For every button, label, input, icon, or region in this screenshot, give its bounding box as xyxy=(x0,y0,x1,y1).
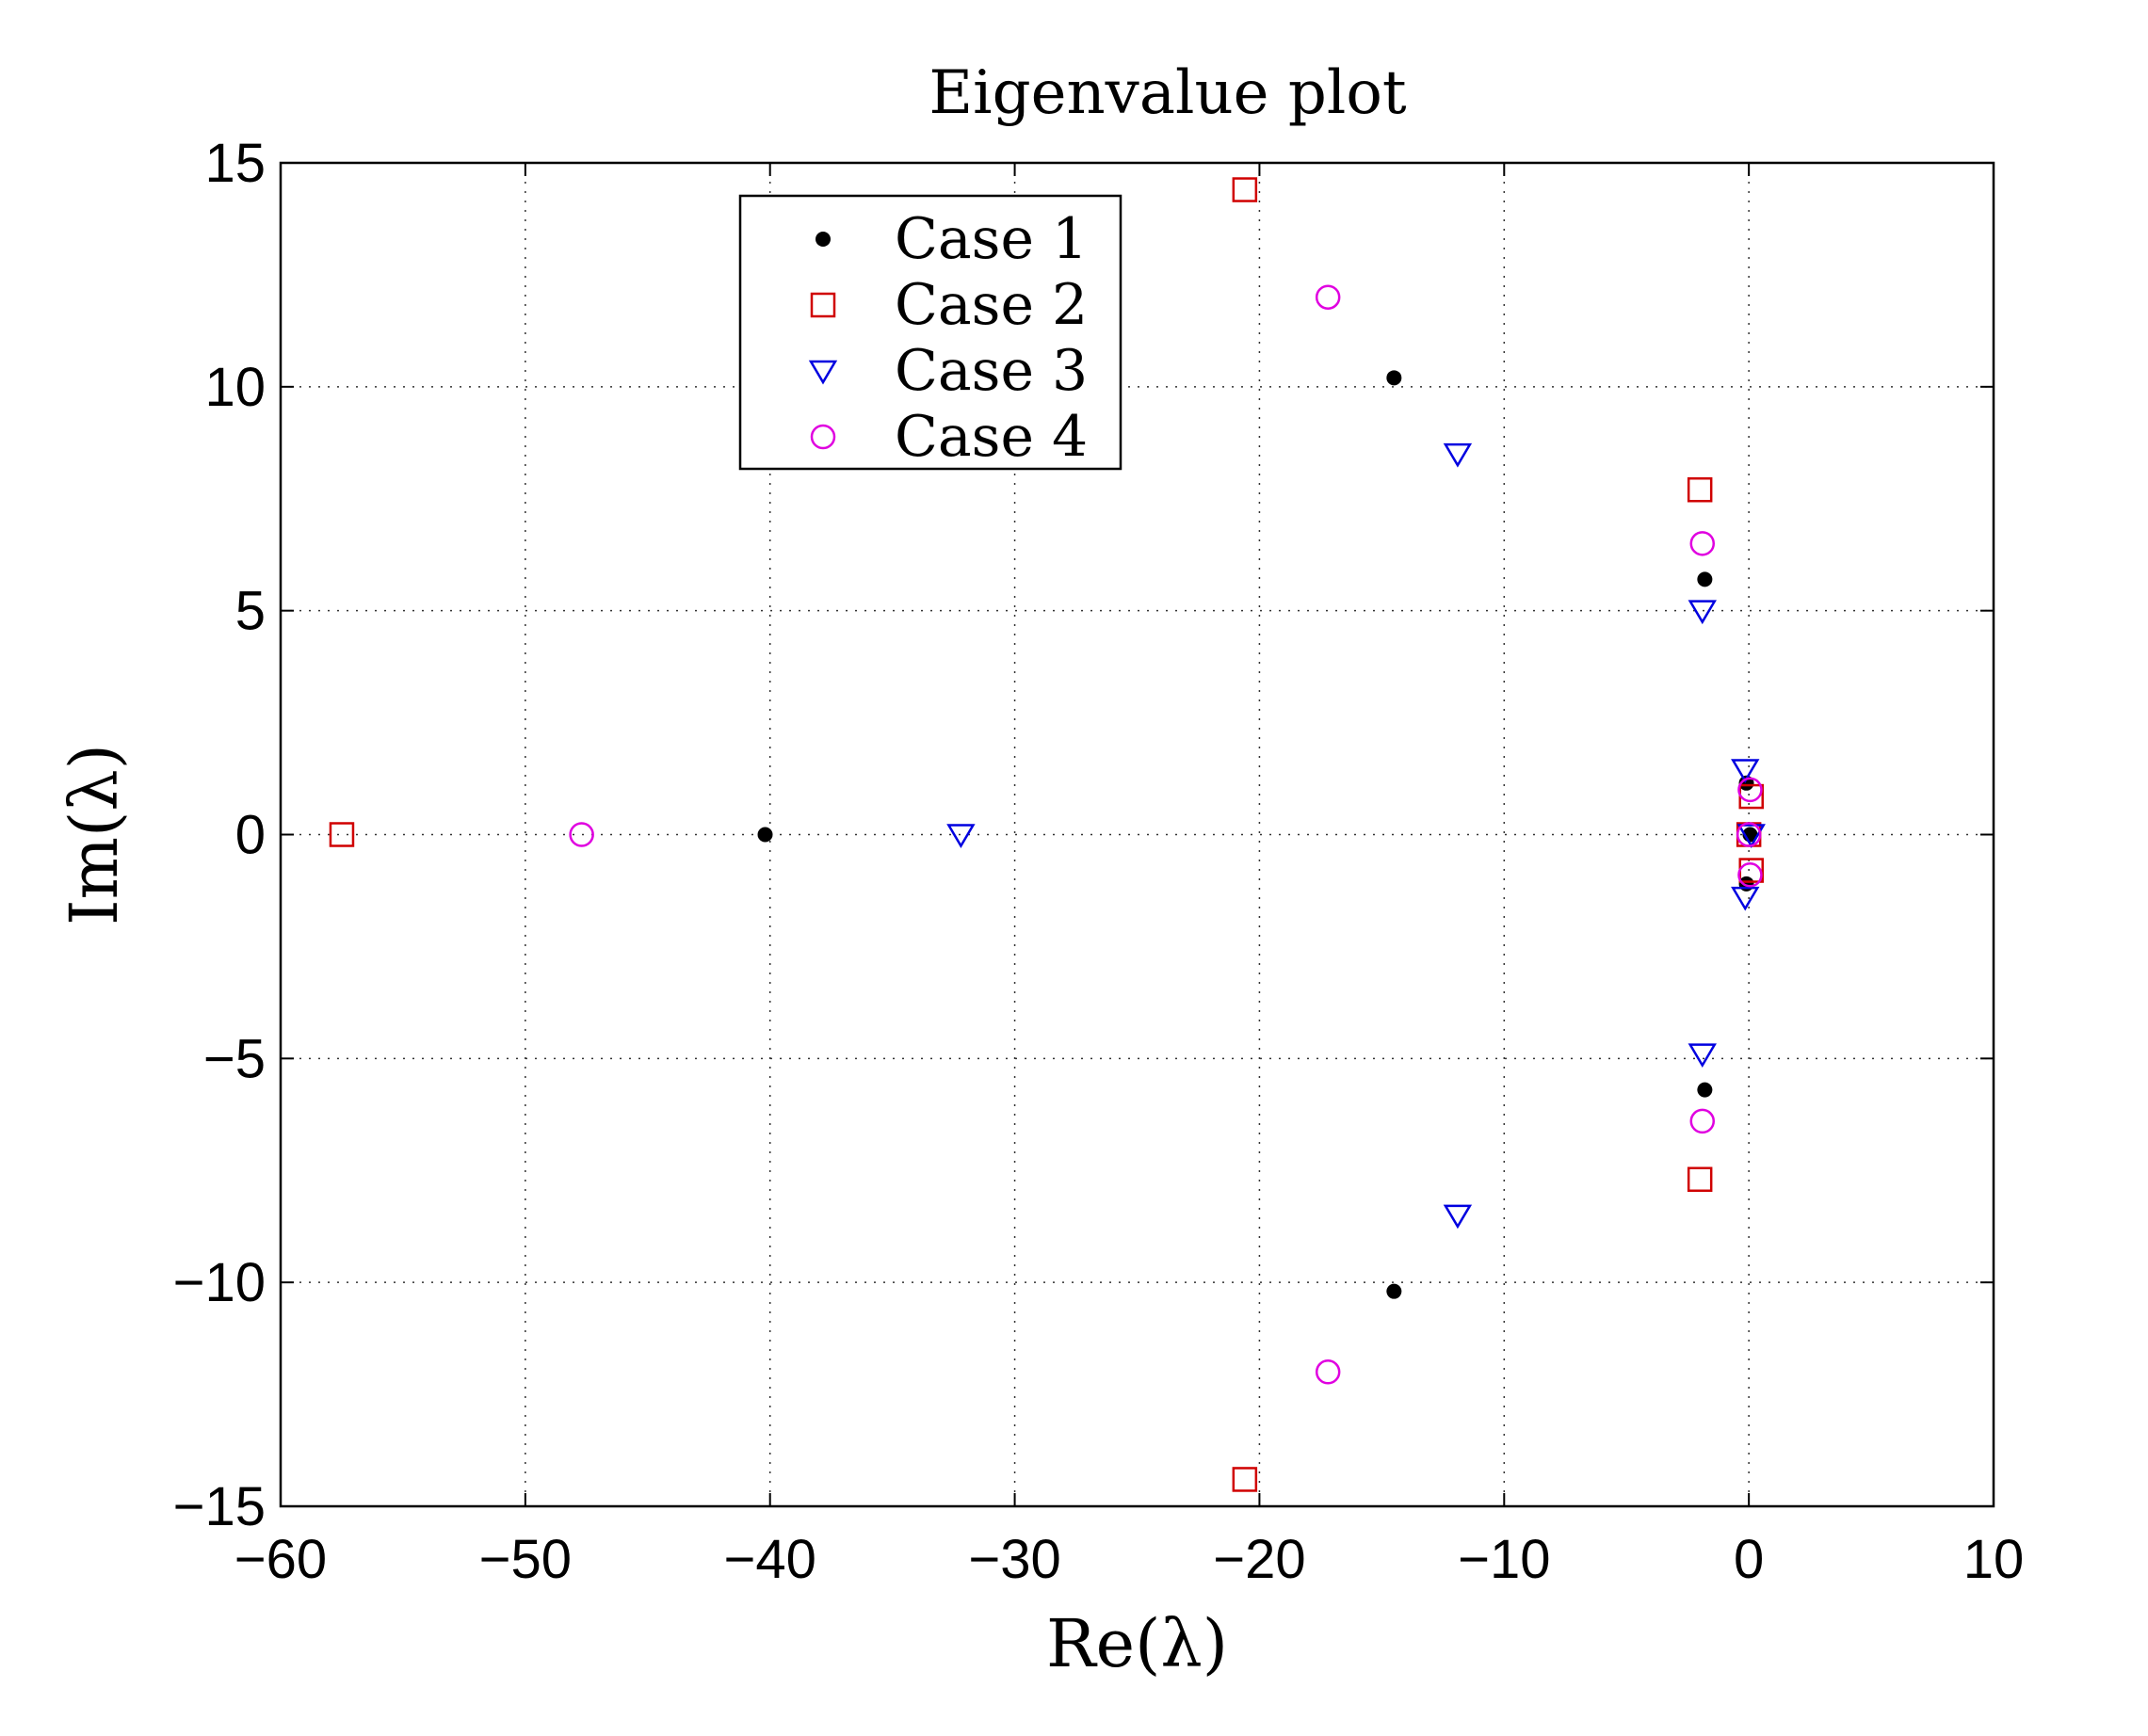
data-point-case-3 xyxy=(1731,759,1760,783)
legend-label: Case 1 xyxy=(895,206,1088,272)
y-tick-label: 15 xyxy=(204,133,266,194)
y-tick-label: 10 xyxy=(204,357,266,418)
chart-title: Eigenvalue plot xyxy=(929,58,1406,128)
data-point-case-1 xyxy=(1697,571,1713,587)
data-point-case-4 xyxy=(1737,777,1763,803)
data-point-case-4 xyxy=(1315,1359,1341,1385)
x-tick-label: 10 xyxy=(1963,1529,2025,1590)
legend-label: Case 2 xyxy=(895,272,1088,338)
legend-box xyxy=(738,194,1122,471)
y-tick-label: 5 xyxy=(235,581,266,642)
data-point-case-3 xyxy=(1731,886,1760,911)
x-tick-label: −20 xyxy=(1213,1529,1305,1590)
legend-marker xyxy=(810,292,836,318)
legend-label: Case 4 xyxy=(895,404,1088,470)
data-point-case-3 xyxy=(1736,824,1766,848)
data-point-case-1 xyxy=(1386,1283,1402,1299)
data-point-case-1 xyxy=(1386,370,1402,386)
data-point-case-3 xyxy=(1688,1043,1717,1069)
data-point-case-4 xyxy=(1315,284,1341,310)
legend-label: Case 3 xyxy=(895,338,1088,404)
x-axis-label: Re(λ) xyxy=(1046,1605,1228,1682)
x-tick-label: −10 xyxy=(1458,1529,1550,1590)
data-points xyxy=(329,177,1766,1492)
data-point-case-4 xyxy=(1689,531,1716,556)
x-tick-label: 0 xyxy=(1734,1529,1764,1590)
y-tick-label: −15 xyxy=(173,1476,266,1537)
y-tick-label: −10 xyxy=(173,1252,266,1313)
data-point-case-2 xyxy=(1232,1467,1258,1492)
data-point-case-1 xyxy=(1697,1082,1713,1098)
data-point-case-3 xyxy=(1443,1204,1473,1230)
legend-marker xyxy=(810,424,836,450)
y-tick-label: 0 xyxy=(235,805,266,866)
data-point-case-3 xyxy=(1443,442,1473,468)
data-point-case-2 xyxy=(329,822,355,847)
legend-marker xyxy=(808,360,838,385)
data-point-case-4 xyxy=(1737,862,1763,888)
data-point-case-1 xyxy=(757,827,773,843)
x-tick-label: −30 xyxy=(968,1529,1060,1590)
x-tick-label: −50 xyxy=(479,1529,572,1590)
x-tick-label: −60 xyxy=(234,1529,327,1590)
data-point-case-4 xyxy=(569,822,594,847)
data-point-case-2 xyxy=(1232,177,1258,202)
y-tick-label: −5 xyxy=(203,1028,266,1089)
x-tick-label: −40 xyxy=(724,1529,816,1590)
data-point-case-4 xyxy=(1736,822,1762,847)
data-point-case-2 xyxy=(1687,476,1713,503)
data-point-case-3 xyxy=(1688,600,1717,625)
legend-marker xyxy=(816,232,831,247)
data-point-case-2 xyxy=(1687,1166,1713,1193)
data-point-case-3 xyxy=(946,824,976,848)
data-point-case-4 xyxy=(1689,1108,1716,1134)
y-axis-label: Im(λ) xyxy=(56,744,133,925)
